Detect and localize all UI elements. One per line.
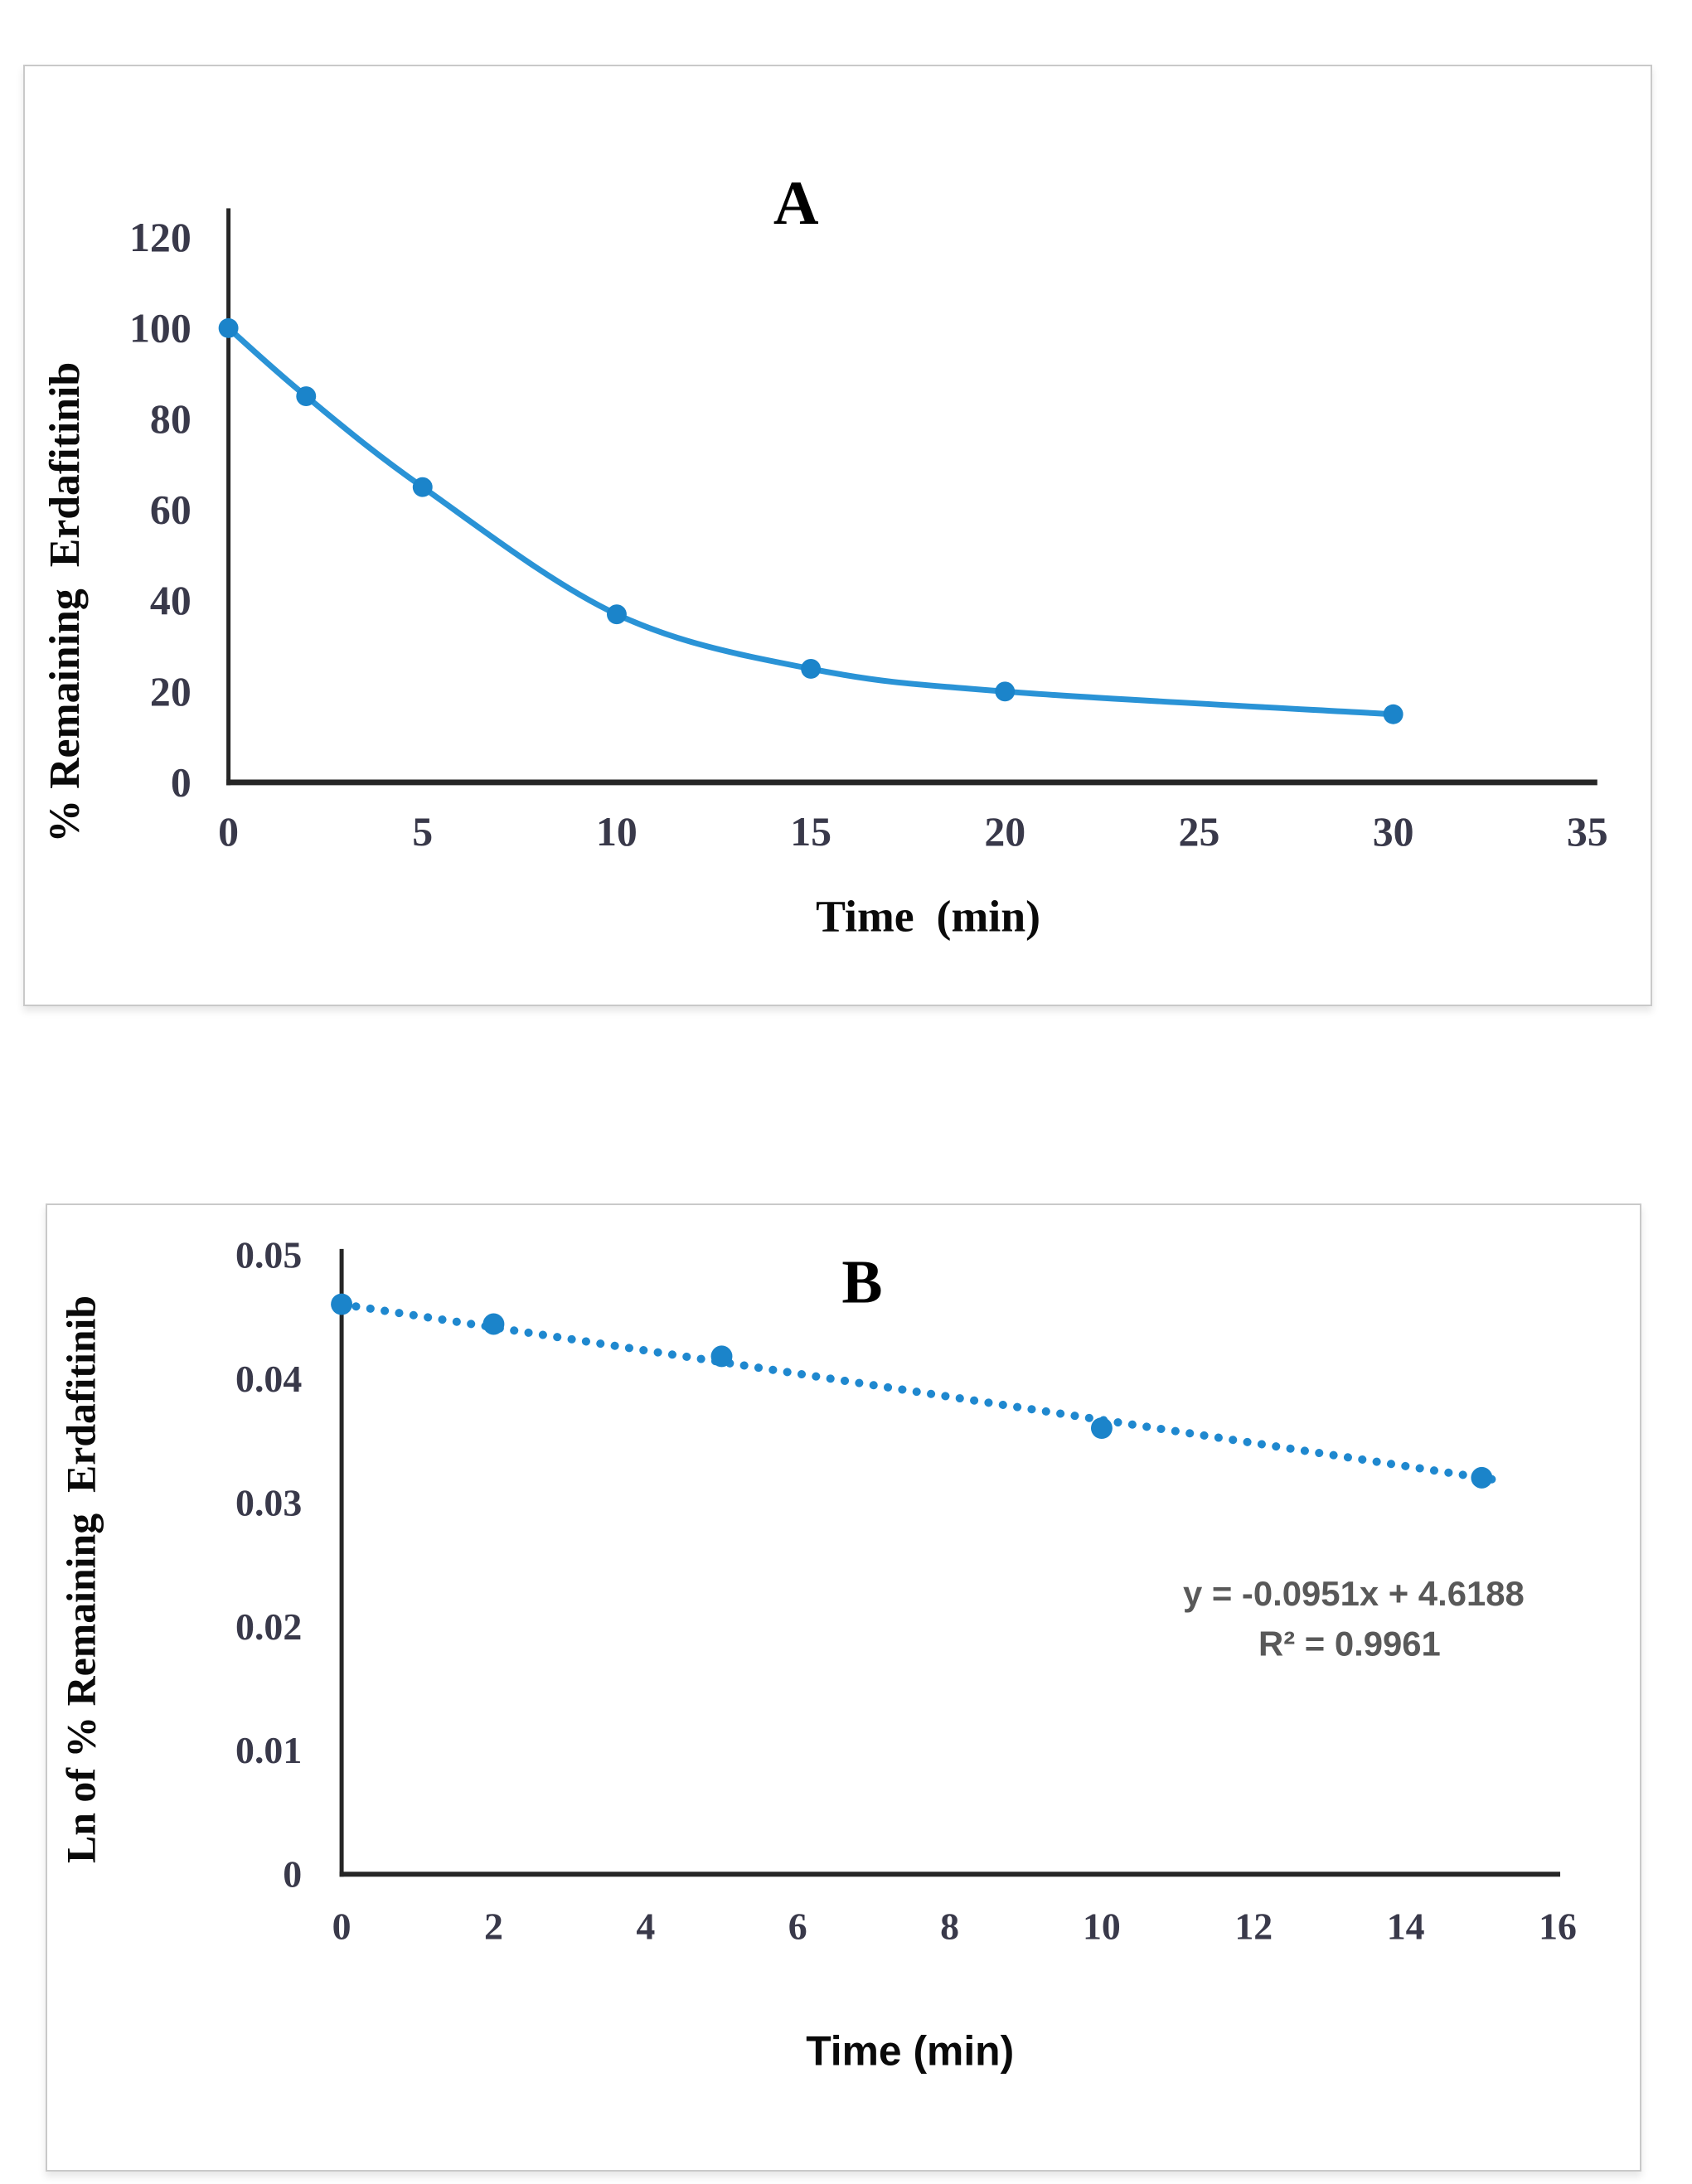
panel-letter-a: A [773,169,819,238]
x-tick-label-b-2: 2 [484,1906,503,1948]
y-tick-label-a-100: 100 [129,305,192,351]
x-axis-title-a: Time (min) [816,891,1040,941]
x-tick-label-b-0: 0 [332,1906,351,1948]
panel-letter-b: B [841,1248,882,1316]
panel-chart-b: 0 2 4 6 8 10 12 14 16 0 0.01 0.02 0.03 0.04 0.05 B Time … [46,1203,1641,2172]
data-point-b-0 [331,1293,353,1315]
trendline-b [337,1300,1501,1484]
data-point-b-2 [710,1345,733,1368]
y-tick-label-a-60: 60 [150,487,192,533]
data-point-a-1 [296,386,317,407]
y-tick-label-b-0.02: 0.02 [235,1605,302,1648]
data-point-a-2 [412,477,433,497]
data-point-b-4 [1471,1466,1493,1489]
data-point-a-3 [606,604,627,625]
y-tick-label-a-20: 20 [150,669,192,714]
x-tick-label-b-12: 12 [1234,1906,1273,1948]
panel-chart-a: 0 5 10 15 20 25 30 35 0 20 40 60 80 100 120 A Time (min)… [23,65,1652,1006]
y-tick-label-b-0.04: 0.04 [235,1358,302,1400]
x-tick-label-b-6: 6 [788,1906,807,1948]
x-axis-title-b: Time (min) [806,2027,1014,2074]
x-tick-label-a-35: 35 [1567,809,1608,855]
series-line-a [225,325,1397,718]
y-tick-label-a-80: 80 [150,396,192,442]
chart-a-svg: 0 5 10 15 20 25 30 35 0 20 40 60 80 100 120 A Time (min)… [41,169,1608,941]
x-tick-label-a-15: 15 [790,809,831,855]
r-squared-label: R² = 0.9961 [1258,1625,1441,1663]
y-tick-label-b-0.01: 0.01 [235,1729,302,1771]
data-point-a-5 [995,681,1016,702]
x-tick-label-a-0: 0 [218,809,239,855]
y-tick-label-b-0.05: 0.05 [235,1233,302,1276]
x-tick-label-a-5: 5 [412,809,433,855]
y-tick-label-a-0: 0 [171,759,192,805]
x-tick-label-a-30: 30 [1373,809,1414,855]
data-point-a-4 [801,658,822,679]
chart-b-svg: 0 2 4 6 8 10 12 14 16 0 0.01 0.02 0.03 0.04 0.05 B Time … [59,1233,1577,2074]
y-tick-label-a-40: 40 [150,578,192,623]
data-point-b-1 [482,1313,505,1335]
x-tick-label-a-25: 25 [1179,809,1220,855]
x-tick-label-b-4: 4 [636,1906,655,1948]
x-tick-label-b-14: 14 [1387,1906,1425,1948]
y-tick-label-b-0: 0 [283,1853,302,1896]
x-tick-label-a-20: 20 [984,809,1025,855]
x-tick-label-b-10: 10 [1083,1906,1121,1948]
y-axis-title-b: Ln of % Remaining Erdafitinib [59,1295,104,1863]
y-tick-label-a-120: 120 [129,215,192,260]
trend-equation-label: y = -0.0951x + 4.6188 [1183,1574,1525,1613]
data-point-a-0 [218,317,239,338]
data-point-a-6 [1383,704,1404,724]
x-tick-label-b-8: 8 [940,1906,959,1948]
y-axis-title-a: % Remaining Erdafitinib [41,362,89,843]
x-tick-label-a-10: 10 [596,809,638,855]
x-tick-label-b-16: 16 [1539,1906,1577,1948]
y-tick-label-b-0.03: 0.03 [235,1481,302,1523]
data-point-b-3 [1090,1417,1113,1440]
